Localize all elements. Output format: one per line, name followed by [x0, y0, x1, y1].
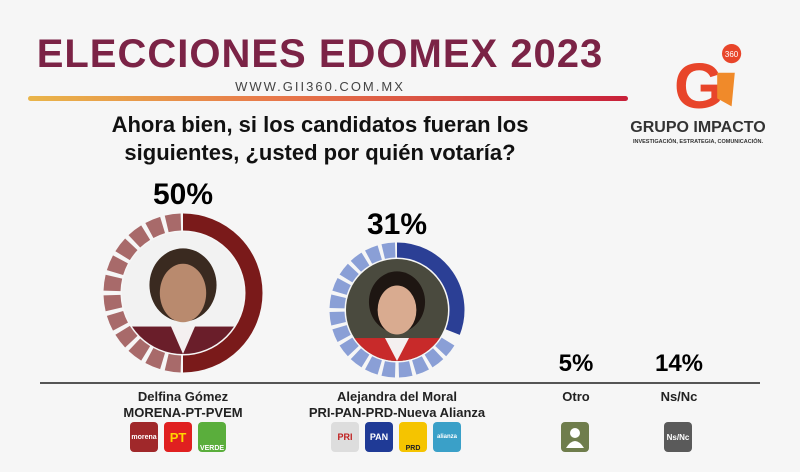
candidate-name: Alejandra del Moral — [337, 389, 457, 404]
candidate-alejandra: Alejandra del Moral PRI-PAN-PRD-Nueva Al… — [287, 389, 507, 421]
donut-remainder-segment — [128, 338, 151, 361]
donut-remainder-segment — [332, 278, 351, 296]
donut-remainder-segment — [350, 252, 370, 272]
verde-logo-icon: VERDE — [198, 422, 226, 452]
donut-remainder-segment — [164, 213, 182, 233]
donut-remainder-segment — [365, 245, 383, 264]
donut-remainder-segment — [103, 274, 123, 292]
pri-logo-icon: PRI — [331, 422, 359, 452]
donut-value-arc-delfina — [182, 213, 263, 373]
logo-badge: 360 — [725, 50, 739, 59]
logo-name: GRUPO IMPACTO — [630, 119, 766, 136]
donut-remainder-segment — [381, 361, 396, 378]
pt-logo-icon: PT — [164, 422, 192, 452]
donut-remainder-segment — [398, 361, 413, 378]
page-title: ELECCIONES EDOMEX 2023 — [36, 32, 604, 76]
donut-remainder-segment — [411, 356, 429, 375]
pct-label-alejandra: 31% — [366, 208, 428, 241]
pct-label-otro: 5% — [558, 350, 594, 377]
donut-remainder-segment — [103, 294, 123, 312]
svg-text:G: G — [674, 50, 724, 116]
donut-remainder-segment — [106, 255, 129, 276]
logo-tagline: INVESTIGACIÓN, ESTRATEGIA, COMUNICACIÓN. — [632, 139, 764, 145]
donut-remainder-segment — [339, 337, 359, 357]
donut-remainder-segment — [115, 325, 138, 348]
donut-remainder-segment — [329, 294, 346, 309]
candidate-photo-alejandra — [346, 259, 448, 361]
candidate-name: Delfina Gómez — [137, 389, 229, 404]
option-otro: Otro — [562, 389, 590, 404]
donut-remainder-segment — [164, 353, 182, 373]
donut-remainder-segment — [424, 348, 444, 368]
pct-label-delfina: 50% — [152, 178, 214, 211]
candidate-coalition: PRI-PAN-PRD-Nueva Alianza — [308, 405, 486, 420]
pct-label-nsnc: 14% — [654, 350, 704, 377]
survey-question: Ahora bien, si los candidatos fueran los… — [111, 112, 529, 165]
donut-remainder-segment — [329, 311, 346, 326]
baseline — [40, 382, 760, 384]
donut-remainder-segment — [145, 216, 166, 239]
donut-remainder-segment — [381, 242, 396, 259]
morena-logo-icon: morena — [130, 422, 158, 452]
website-url: WWW.GII360.COM.MX — [235, 79, 405, 94]
donut-remainder-segment — [332, 324, 351, 342]
person-icon — [561, 422, 589, 452]
donut-remainder-segment — [435, 337, 455, 357]
donut-remainder-segment — [106, 310, 129, 331]
candidate-delfina: Delfina Gómez MORENA-PT-PVEM — [83, 389, 283, 421]
donut-remainder-segment — [350, 348, 370, 368]
candidate-photo-delfina — [122, 232, 244, 354]
donut-remainder-segment — [115, 238, 138, 261]
pan-logo-icon: PAN — [365, 422, 393, 452]
nueva-alianza-logo-icon: alianza — [433, 422, 461, 452]
donut-remainder-segment — [365, 356, 383, 375]
logo-icon: G 360 — [674, 44, 742, 116]
option-nsnc: Ns/Nc — [660, 389, 698, 404]
prd-logo-icon: PRD — [399, 422, 427, 452]
donut-value-arc-alejandra — [396, 242, 465, 335]
nsnc-badge: Ns/Nc — [664, 422, 692, 452]
donut-remainder-segment — [145, 347, 166, 370]
donut-remainder-segment — [339, 263, 359, 283]
divider — [28, 96, 628, 101]
candidate-coalition: MORENA-PT-PVEM — [123, 405, 243, 420]
donut-remainder-segment — [128, 225, 151, 248]
